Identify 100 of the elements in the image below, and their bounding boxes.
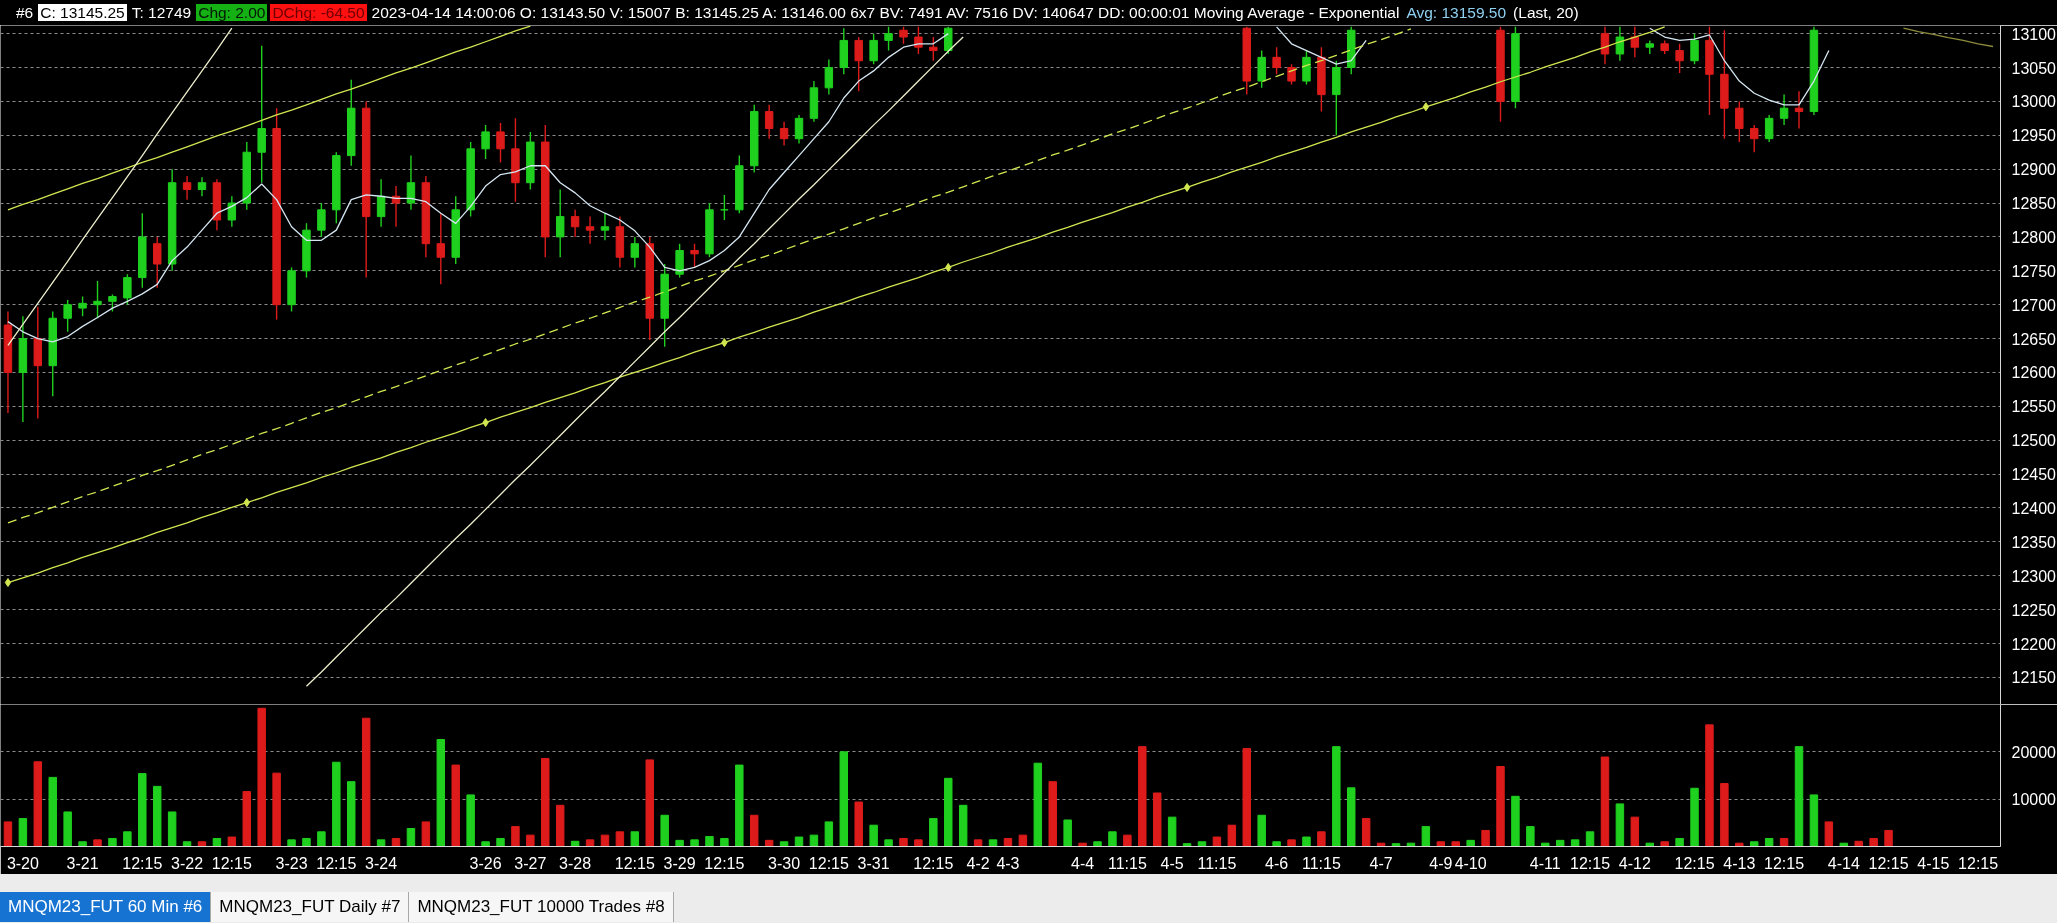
candlestick <box>869 32 878 65</box>
bar <box>1257 814 1266 847</box>
bar <box>242 791 251 847</box>
candlestick <box>257 45 266 184</box>
x-tick-label: 4-7 <box>1369 854 1393 872</box>
y-tick-label: 13000 <box>2011 93 2057 111</box>
y-tick-label: 12200 <box>2011 635 2057 653</box>
candlestick <box>406 154 416 211</box>
candlestick <box>78 295 87 317</box>
text: MNQM23_FUT Daily #7 <box>211 892 410 922</box>
bar <box>1660 841 1669 847</box>
y-tick-label: 12250 <box>2011 601 2057 619</box>
bar <box>690 839 699 847</box>
candlestick <box>197 176 207 197</box>
bar <box>1585 831 1595 847</box>
bar <box>1317 831 1326 847</box>
bar <box>1526 826 1535 847</box>
bar <box>138 773 147 847</box>
bar <box>1018 834 1028 847</box>
candlestick <box>1750 124 1759 153</box>
bar <box>585 839 595 847</box>
candlestick <box>690 243 699 269</box>
candlestick <box>824 58 834 96</box>
x-tick-label: 3-24 <box>365 854 398 872</box>
bar <box>108 837 117 847</box>
x-tick-label: 4-10 <box>1454 854 1487 872</box>
bar <box>854 801 863 847</box>
bar <box>63 811 72 847</box>
y-tick-label: 12850 <box>2011 195 2057 213</box>
y-tick-label: 12800 <box>2011 228 2057 246</box>
candlestick <box>1600 26 1610 65</box>
bar <box>511 826 520 847</box>
bar <box>988 839 998 847</box>
bar <box>809 834 819 847</box>
point <box>4 578 12 588</box>
x-tick-label: 12:15 <box>316 854 357 872</box>
bar <box>526 834 535 847</box>
bar <box>1063 819 1072 847</box>
bar <box>884 839 893 847</box>
candlestick <box>944 26 953 55</box>
bar <box>570 840 580 847</box>
candlestick <box>779 121 789 147</box>
x-tick-label: 12:15 <box>808 854 849 872</box>
candlestick <box>555 188 565 258</box>
bar <box>1555 839 1565 847</box>
x-tick-label: 3-20 <box>6 854 39 872</box>
x-tick-label: 12:15 <box>614 854 655 872</box>
candlestick <box>929 36 938 62</box>
candlestick <box>1257 49 1266 89</box>
x-tick-label: 12:15 <box>122 854 163 872</box>
x-tick-label: 11:15 <box>1197 854 1237 872</box>
bar <box>958 804 968 847</box>
bar <box>167 811 177 847</box>
x-tick-label: 4-2 <box>966 854 990 872</box>
candlestick <box>585 215 595 245</box>
text: MNQM23_FUT 10000 Trades #8 <box>409 892 674 922</box>
bar <box>1287 839 1296 847</box>
y-tick-label: 12650 <box>2011 330 2057 348</box>
x-tick-label: 11:15 <box>1301 854 1341 872</box>
bar <box>3 821 13 847</box>
bar <box>675 839 684 847</box>
candlestick <box>496 122 505 164</box>
bar <box>287 839 296 847</box>
x-tick-label: 4-12 <box>1618 854 1651 872</box>
bar <box>1003 837 1013 847</box>
candlestick <box>123 273 132 306</box>
bar <box>317 831 326 847</box>
bar <box>660 814 669 847</box>
point <box>945 262 952 272</box>
x-tick-label: 4-14 <box>1827 854 1860 872</box>
x-tick-label: 4-5 <box>1160 854 1184 872</box>
bar <box>824 821 834 847</box>
x-tick-label: 11:15 <box>1107 854 1147 872</box>
y-tick-label: 12450 <box>2011 466 2057 484</box>
candlestick <box>1272 46 1281 75</box>
bar <box>1630 816 1640 847</box>
bar <box>1436 841 1446 847</box>
bar <box>1212 836 1222 847</box>
candlestick <box>1735 100 1744 143</box>
bar <box>869 824 878 847</box>
y-tick-label: 13050 <box>2011 59 2057 77</box>
bar <box>1720 783 1729 847</box>
bar <box>1138 746 1147 847</box>
bar <box>123 831 132 847</box>
bar <box>1809 794 1819 847</box>
x-tick-label: 12:15 <box>1958 854 1999 872</box>
bar <box>1600 756 1610 847</box>
x-tick-label: 12:15 <box>1570 854 1611 872</box>
candlestick <box>1630 26 1640 59</box>
bar <box>1421 826 1431 847</box>
bar <box>466 794 475 847</box>
bar <box>1466 839 1475 847</box>
bar <box>1869 837 1878 847</box>
bar <box>1242 748 1251 847</box>
bar <box>914 839 923 847</box>
candlestick <box>152 236 162 289</box>
bar <box>481 841 490 847</box>
bar <box>421 821 431 847</box>
candlestick <box>884 26 893 52</box>
bar <box>1675 837 1684 847</box>
